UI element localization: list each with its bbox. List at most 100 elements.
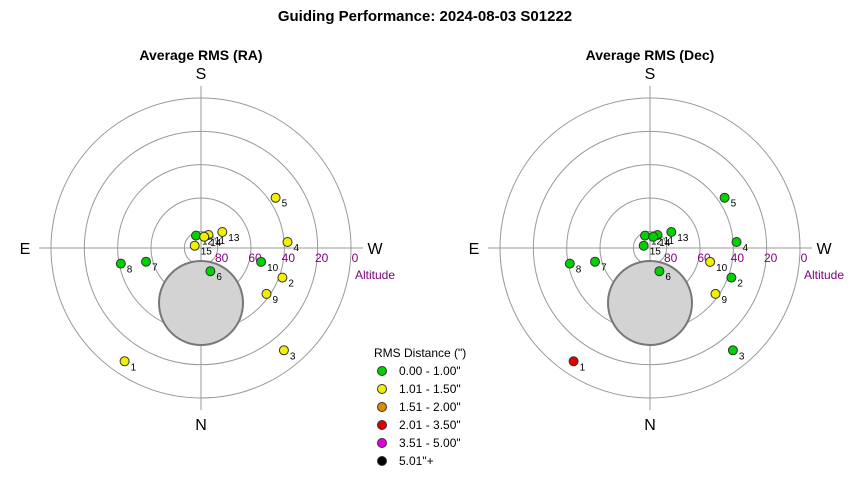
data-point [731,237,742,247]
data-point [189,240,200,251]
legend-label: 1.01 - 1.50" [399,382,461,396]
data-point [256,256,267,267]
legend-swatch [377,402,387,412]
direction-label: N [644,417,656,434]
data-point [115,258,126,269]
point-label: 9 [273,295,279,306]
direction-label: E [469,241,480,258]
data-point [119,356,130,367]
legend-swatch [377,420,387,430]
point-label: 4 [743,243,749,254]
chart-title: Average RMS (Dec) [586,47,715,63]
data-point [564,258,575,269]
point-label: 2 [288,279,294,290]
legend-item: 1.01 - 1.50" [374,380,466,398]
point-label: 1 [131,362,137,373]
point-label: 15 [650,247,662,258]
polar-plot-ra: Average RMS (RA)SNE W80 60 40 20 0Altitude123… [20,47,396,434]
data-point [705,256,716,267]
point-label: 8 [576,265,582,276]
altitude-tick-label: 0 [352,251,359,265]
polar-plot-dec: Average RMS (Dec)SNE W80 60 40 20 0Altitude12… [469,47,845,434]
data-point [270,192,281,203]
data-point [277,272,288,283]
direction-label: S [196,66,207,83]
point-label: 8 [127,265,133,276]
obstruction-disc [607,260,693,346]
point-label: 10 [716,263,728,274]
altitude-tick-label: 80 [664,251,678,265]
legend-item: 1.51 - 2.00" [374,398,466,416]
obstruction-disc [158,260,244,346]
point-label: 5 [282,199,288,210]
point-label: 14 [659,238,671,249]
data-point [261,288,272,299]
point-label: 14 [210,238,222,249]
data-point [648,231,659,242]
legend-label: 3.51 - 5.00" [399,436,461,450]
point-label: 7 [601,263,607,274]
direction-label: W [816,241,832,258]
direction-label: S [645,66,656,83]
legend-label: 2.01 - 3.50" [399,418,461,432]
point-label: 4 [294,243,300,254]
data-point [710,288,721,299]
data-point [199,231,210,242]
altitude-tick-label: 20 [315,251,329,265]
point-label: 6 [216,272,222,283]
direction-label: E [20,241,31,258]
data-point [217,227,228,237]
data-point [727,345,738,356]
direction-label: W [367,241,383,258]
altitude-axis-label: Altitude [804,268,844,282]
data-point [654,266,665,277]
data-point [282,237,293,247]
point-label: 3 [290,351,296,362]
altitude-axis-label: Altitude [355,268,395,282]
main-title: Guiding Performance: 2024-08-03 S01222 [277,8,573,25]
point-label: 5 [731,199,737,210]
legend-item: 2.01 - 3.50" [374,416,466,434]
point-label: 11 [664,236,675,247]
data-point [568,356,579,367]
point-label: 12 [651,237,663,248]
legend-swatch [377,456,387,466]
data-point [719,192,730,203]
point-label: 1 [580,362,586,373]
rms-legend: RMS Distance (") 0.00 - 1.00" 1.01 - 1.5… [374,346,466,470]
legend-item: 3.51 - 5.00" [374,434,466,452]
altitude-tick-label: 0 [801,251,808,265]
data-point [638,240,649,251]
altitude-tick-label: 80 [215,251,229,265]
legend-swatch [377,438,387,448]
point-label: 2 [737,279,743,290]
altitude-tick-label: 20 [764,251,778,265]
data-point [666,227,677,237]
data-point [205,266,216,277]
point-label: 13 [677,233,689,244]
chart-title: Average RMS (RA) [139,47,262,63]
point-label: 12 [202,237,214,248]
point-label: 15 [201,247,213,258]
data-point [726,272,737,283]
point-label: 7 [152,263,158,274]
legend-title: RMS Distance (") [374,346,467,360]
point-label: 11 [215,236,226,247]
legend-swatch [377,366,387,376]
data-point [141,256,151,267]
point-label: 6 [665,272,671,283]
data-point [640,230,650,241]
point-label: 9 [722,295,728,306]
legend-item: 5.01"+ [374,452,466,470]
point-label: 10 [267,263,279,274]
data-point [278,345,289,356]
legend-item: 0.00 - 1.00" [374,362,466,380]
point-label: 13 [228,233,240,244]
point-label: 3 [739,351,745,362]
legend-label: 5.01"+ [399,454,434,468]
altitude-tick-label: 40 [731,251,745,265]
data-point [191,230,201,241]
legend-label: 1.51 - 2.00" [399,400,461,414]
legend-label: 0.00 - 1.00" [399,364,461,378]
